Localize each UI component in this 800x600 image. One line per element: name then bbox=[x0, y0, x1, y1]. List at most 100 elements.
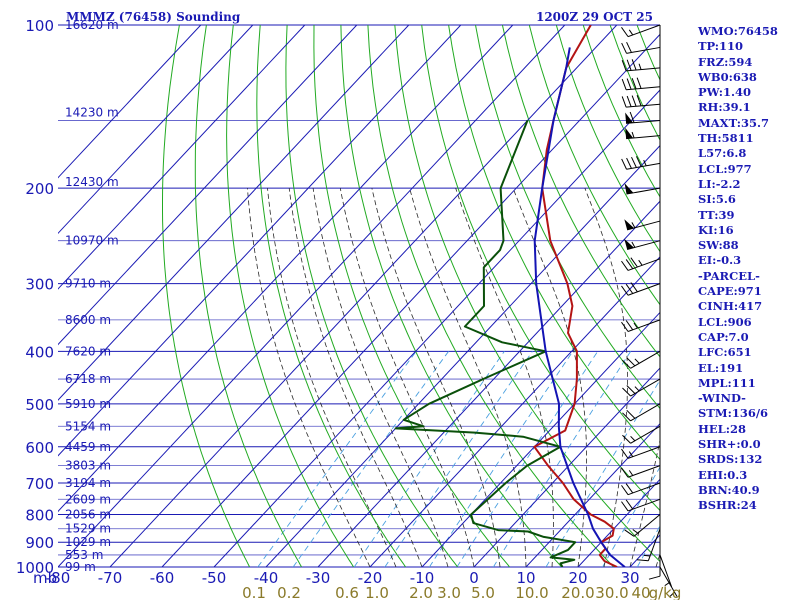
isotherm bbox=[58, 25, 566, 567]
mixing-ratio-line bbox=[384, 351, 533, 567]
dry-adiabat bbox=[501, 25, 660, 358]
dry-adiabat bbox=[340, 25, 562, 567]
pressure-tick-label: 700 bbox=[25, 475, 54, 493]
wind-barb-full bbox=[621, 448, 629, 459]
temperature-tick-label: -20 bbox=[358, 569, 383, 587]
wind-barb-full bbox=[626, 41, 632, 53]
height-label: 553 m bbox=[65, 548, 103, 562]
height-label: 5910 m bbox=[65, 397, 111, 411]
wind-barb bbox=[636, 528, 661, 562]
wind-barb-full bbox=[625, 483, 634, 494]
wind-barb-full bbox=[626, 357, 636, 367]
pressure-tick-label: 500 bbox=[25, 396, 54, 414]
wind-barb bbox=[624, 183, 661, 195]
dry-adiabat bbox=[285, 25, 458, 567]
wind-barb-shaft bbox=[630, 425, 661, 444]
height-label: 99 m bbox=[65, 560, 96, 574]
temperature-tick-label: -30 bbox=[306, 569, 331, 587]
wind-barb-half bbox=[664, 581, 671, 587]
dry-adiabat bbox=[528, 25, 660, 306]
dry-adiabat bbox=[448, 25, 660, 461]
sounding-index: EHI:0.3 bbox=[698, 467, 748, 482]
height-label: 2609 m bbox=[65, 492, 111, 506]
mixing-ratio-label: 0.2 bbox=[277, 584, 301, 600]
wind-barb bbox=[622, 403, 661, 422]
wind-barb bbox=[622, 425, 661, 444]
wind-barb bbox=[621, 446, 661, 459]
wind-barb-shaft bbox=[630, 403, 661, 422]
isotherm bbox=[58, 25, 410, 401]
wind-barb-shaft bbox=[627, 465, 661, 478]
wind-barb-full bbox=[621, 260, 629, 271]
moist-adiabat bbox=[455, 188, 554, 567]
moist-adiabat bbox=[339, 188, 475, 567]
dry-adiabats bbox=[162, 25, 660, 567]
wind-barb-shaft bbox=[626, 103, 661, 108]
pressure-tick-label: 900 bbox=[25, 534, 54, 552]
sounding-index: CAPE:971 bbox=[698, 284, 762, 299]
sounding-lines bbox=[394, 25, 626, 567]
sounding-index: SW:88 bbox=[698, 238, 739, 253]
pressure-axis-unit: mb bbox=[33, 569, 57, 587]
isotherm bbox=[369, 256, 660, 567]
wind-barb-full bbox=[621, 501, 629, 512]
isotherm bbox=[525, 422, 660, 567]
wind-barb-full bbox=[621, 285, 629, 296]
wind-barb-full bbox=[636, 77, 642, 89]
dewpoint-profile bbox=[394, 120, 577, 567]
temperature-tick-label: 10 bbox=[516, 569, 535, 587]
moist-adiabat bbox=[584, 188, 628, 567]
isotherm bbox=[213, 89, 660, 567]
wind-barb-half bbox=[633, 322, 638, 329]
temperature-tick-label: -40 bbox=[254, 569, 279, 587]
mixing-ratio-line bbox=[456, 351, 599, 567]
mixing-ratio-labels: 0.1 0.2 0.6 1.0 2.0 3.0 5.0 10.0 20.0 30.0 40g/kg bbox=[242, 584, 681, 600]
wind-barb-shaft bbox=[626, 135, 661, 140]
mixing-ratio-label: g/kg bbox=[649, 584, 682, 600]
sounding-index: RH:39.1 bbox=[698, 100, 751, 115]
wind-barb-shaft bbox=[659, 566, 678, 597]
wind-barb-flag bbox=[624, 183, 634, 195]
pressure-tick-labels: 100 200 300 400 500 600 700 800 900 1000 bbox=[16, 17, 54, 577]
wind-barb-full bbox=[625, 320, 634, 331]
wind-barb-full bbox=[621, 467, 629, 478]
wind-barb bbox=[621, 257, 661, 271]
wind-barb-shaft bbox=[626, 46, 661, 54]
wind-barb bbox=[624, 238, 661, 250]
wind-barb-full bbox=[625, 283, 634, 294]
wind-barb-shaft bbox=[647, 528, 661, 561]
sounding-index: BSHR:24 bbox=[698, 498, 757, 513]
wind-barb-full bbox=[631, 156, 637, 168]
temperature-tick-label: 0 bbox=[469, 569, 479, 587]
wind-barb-full bbox=[630, 257, 638, 268]
mixing-ratio-line bbox=[545, 379, 660, 567]
temperature-tick-label: 30 bbox=[620, 569, 639, 587]
wind-barb-full bbox=[626, 95, 632, 107]
sounding-index: EI:-0.3 bbox=[698, 253, 742, 268]
height-label: 16620 m bbox=[65, 18, 119, 32]
sounding-index: MAXT:35.7 bbox=[698, 115, 769, 130]
sounding-index: LI:-2.2 bbox=[698, 176, 741, 191]
wind-barb-full bbox=[636, 94, 642, 107]
sounding-index: STM:136/6 bbox=[698, 406, 769, 421]
wind-barb-shaft bbox=[627, 482, 661, 496]
pressure-tick-label: 400 bbox=[25, 343, 54, 361]
pressure-tick-label: 200 bbox=[25, 180, 54, 198]
dry-adiabat bbox=[194, 25, 303, 567]
pressure-tick-label: 800 bbox=[25, 506, 54, 524]
height-label: 14230 m bbox=[65, 105, 119, 119]
wind-barb-half bbox=[628, 29, 634, 36]
wind-barb-full bbox=[622, 387, 631, 397]
wind-barb-full bbox=[635, 156, 642, 167]
mixing-ratio-lines bbox=[257, 351, 660, 567]
wind-barb-half bbox=[634, 386, 640, 392]
mixing-ratio-label: 10.0 bbox=[515, 584, 548, 600]
moist-adiabat bbox=[267, 188, 397, 567]
mixing-ratio-label: 1.0 bbox=[365, 584, 389, 600]
isotherm bbox=[421, 311, 660, 567]
wind-barb bbox=[622, 378, 661, 397]
wind-barb-full bbox=[621, 321, 629, 332]
wind-barb bbox=[621, 482, 661, 496]
height-label: 4459 m bbox=[65, 440, 111, 454]
sounding-index: TT:39 bbox=[698, 207, 735, 222]
